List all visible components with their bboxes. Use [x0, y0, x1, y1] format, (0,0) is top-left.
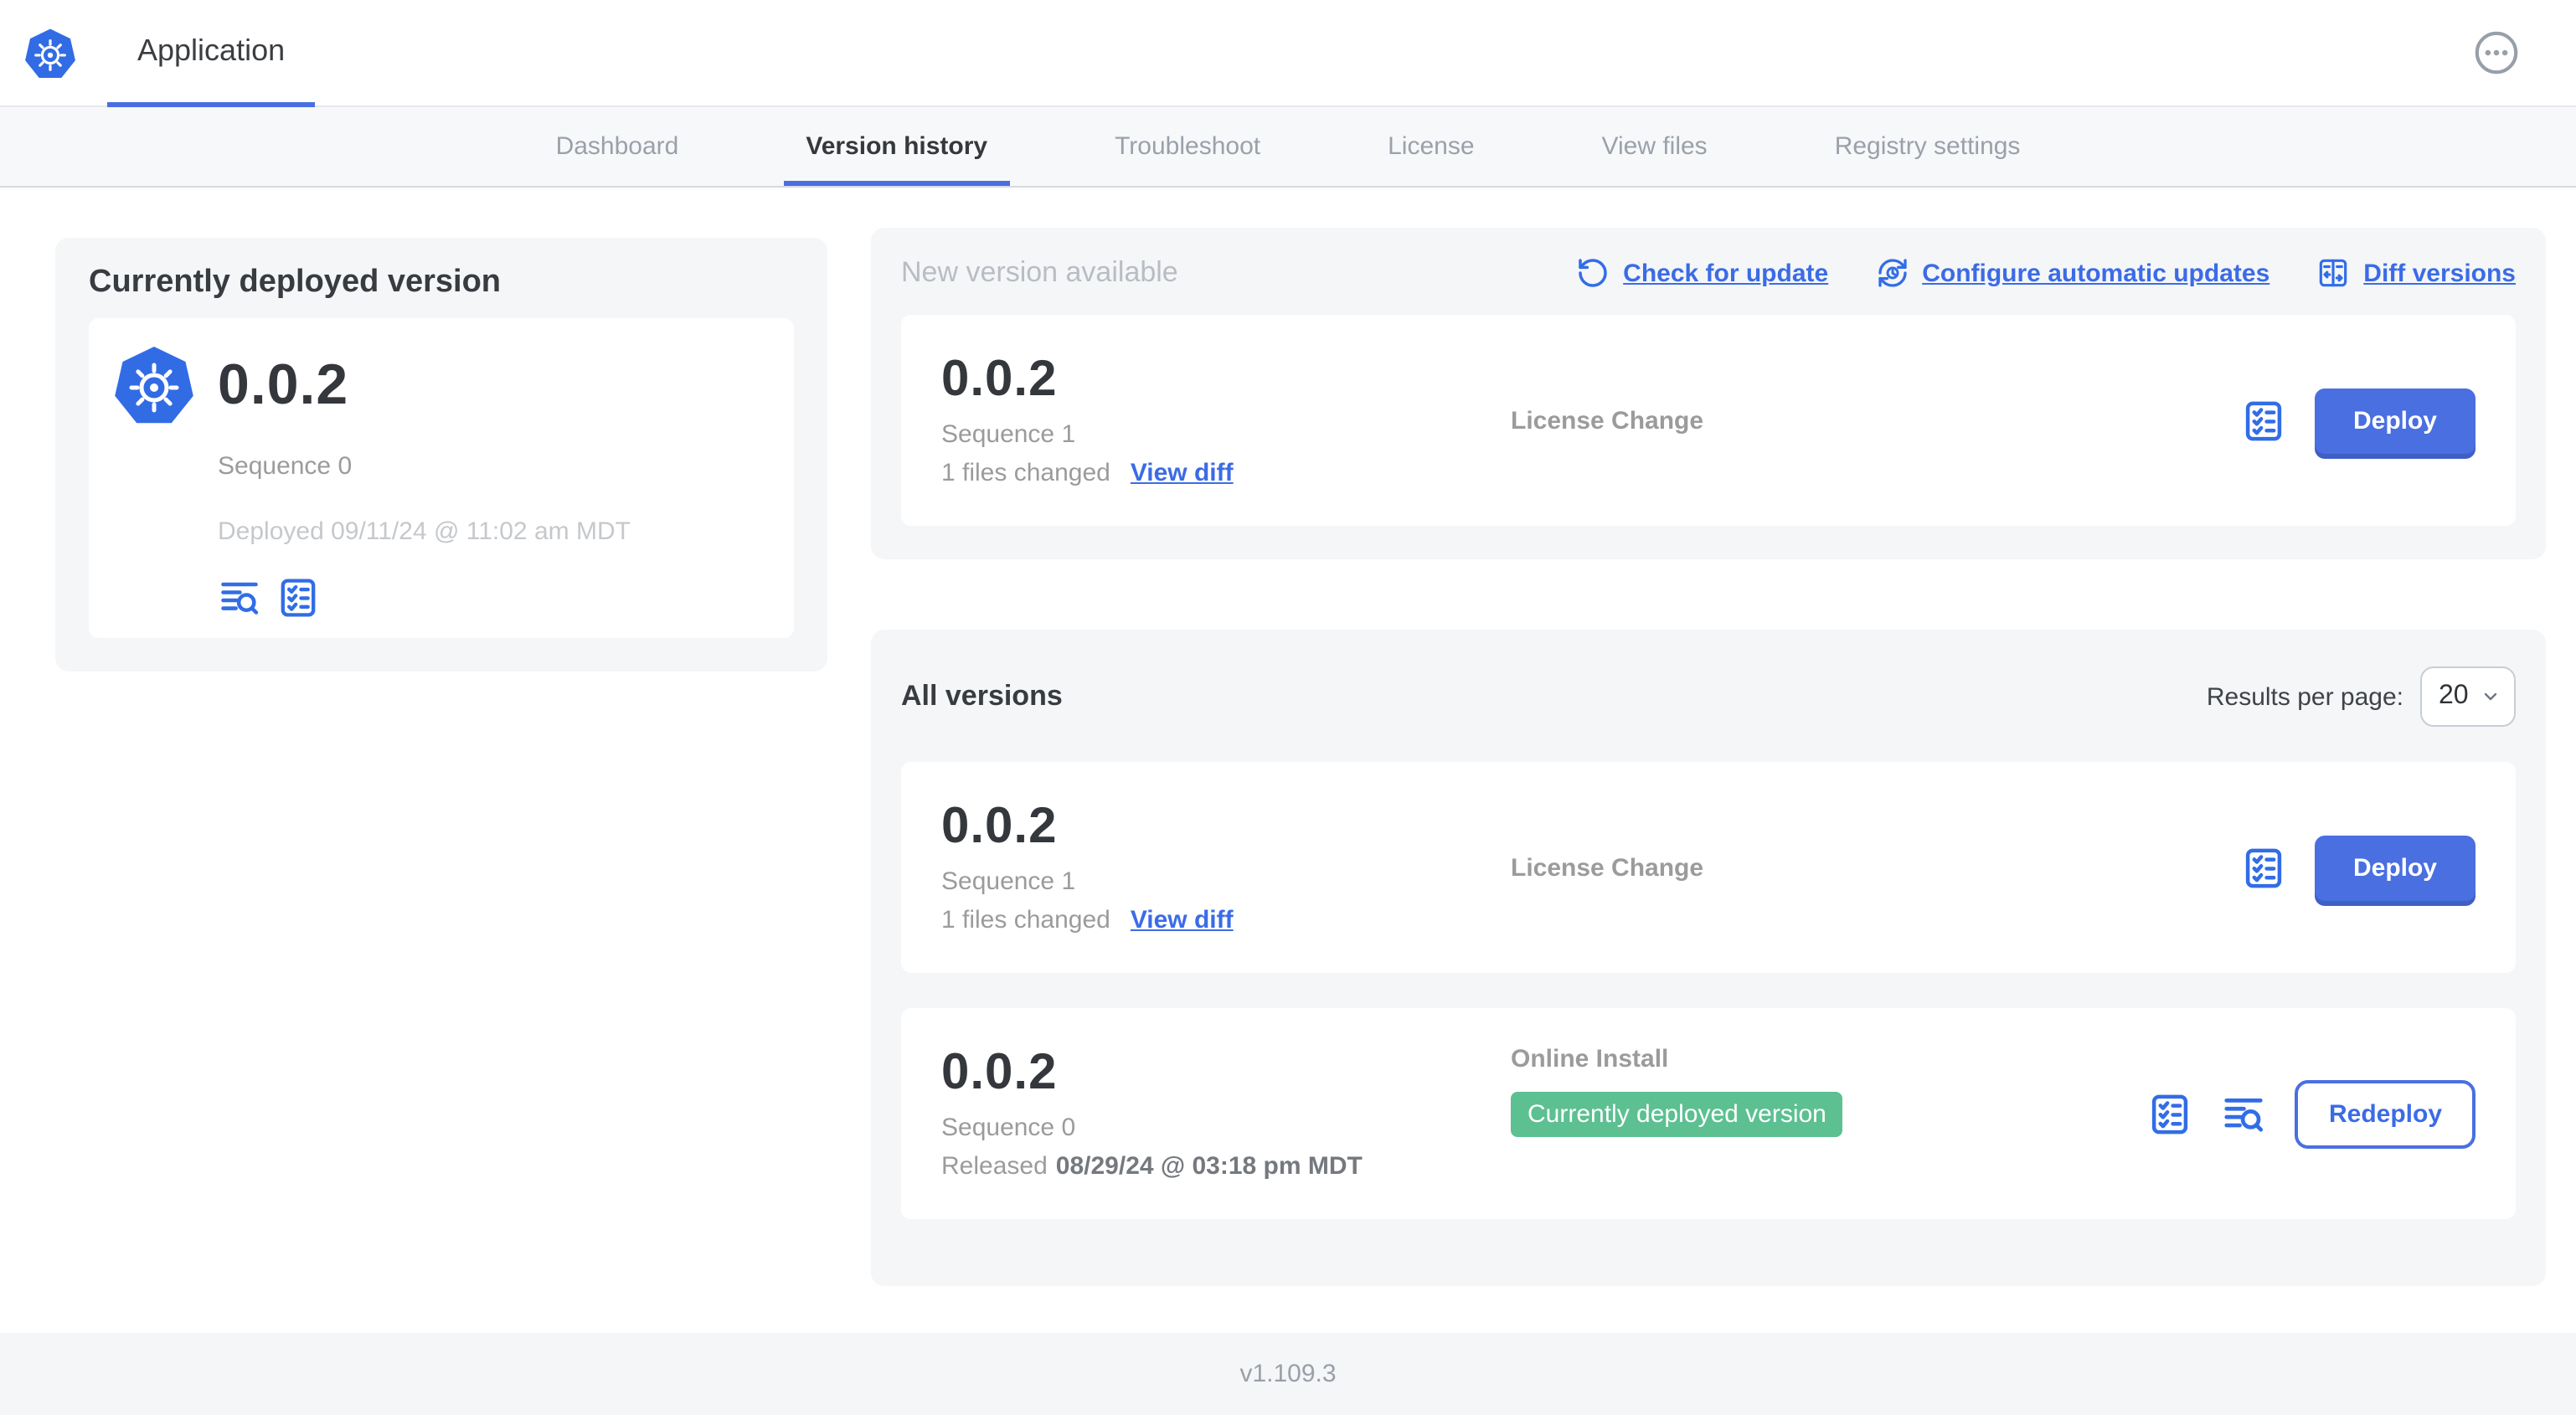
- app-tab-label: Application: [137, 33, 286, 67]
- all-versions-title: All versions: [901, 680, 1063, 712]
- configure-automatic-updates-link[interactable]: Configure automatic updates: [1875, 256, 2269, 290]
- diff-versions-link[interactable]: Diff versions: [2316, 256, 2516, 290]
- deploy-button[interactable]: Deploy: [2314, 388, 2476, 453]
- preflight-checks-button[interactable]: [2241, 398, 2286, 443]
- released-label: Released: [941, 1152, 1048, 1181]
- version-sequence: Sequence 1: [941, 420, 1076, 449]
- released-date: 08/29/24 @ 03:18 pm MDT: [1055, 1152, 1363, 1181]
- preflight-checklist-icon: [2241, 845, 2286, 890]
- all-versions-panel: All versions Results per page: 20 0.0.2 …: [871, 630, 2546, 1286]
- tab-view-files[interactable]: View files: [1601, 132, 1708, 161]
- tab-license[interactable]: License: [1388, 132, 1475, 161]
- logs-icon: [218, 576, 261, 620]
- version-number: 0.0.2: [941, 352, 1058, 407]
- schedule-update-icon: [1875, 256, 1909, 290]
- preflight-checks-button[interactable]: [276, 576, 320, 620]
- results-per-page-select[interactable]: 20: [2420, 666, 2516, 727]
- view-logs-button[interactable]: [218, 576, 261, 620]
- version-row: 0.0.2 Sequence 0 Released 08/29/24 @ 03:1…: [901, 1008, 2516, 1219]
- preflight-checks-button[interactable]: [2148, 1091, 2193, 1136]
- deployed-version-card: 0.0.2 Sequence 0 Deployed 09/11/24 @ 11:…: [89, 318, 794, 638]
- app-subnav: Dashboard Version history Troubleshoot L…: [0, 107, 2576, 188]
- version-number: 0.0.2: [941, 1045, 1058, 1100]
- app-header: Application: [0, 0, 2576, 107]
- app-tab-application[interactable]: Application: [107, 0, 316, 107]
- preflight-checks-button[interactable]: [2241, 845, 2286, 890]
- ellipsis-icon: [2472, 28, 2521, 77]
- version-sequence: Sequence 0: [941, 1114, 1076, 1142]
- diff-icon: [2316, 256, 2350, 290]
- app-footer: v1.109.3: [0, 1333, 2576, 1415]
- preflight-checklist-icon: [2148, 1091, 2193, 1136]
- tab-version-history[interactable]: Version history: [742, 107, 1051, 186]
- tab-registry-settings[interactable]: Registry settings: [1834, 132, 2021, 161]
- version-number: 0.0.2: [941, 799, 1058, 854]
- version-row: 0.0.2 Sequence 1 1 files changed View di…: [901, 762, 2516, 973]
- view-diff-link[interactable]: View diff: [1130, 906, 1234, 934]
- files-changed-label: 1 files changed: [941, 906, 1110, 934]
- version-source-label: License Change: [1511, 406, 1704, 435]
- deployed-version-number: 0.0.2: [218, 352, 349, 416]
- overflow-menu-button[interactable]: [2472, 28, 2521, 77]
- new-version-title: New version available: [901, 256, 1178, 288]
- view-logs-button[interactable]: [2222, 1091, 2267, 1136]
- currently-deployed-badge: Currently deployed version: [1511, 1092, 1843, 1137]
- currently-deployed-title: Currently deployed version: [89, 265, 502, 300]
- deploy-button[interactable]: Deploy: [2314, 835, 2476, 900]
- tab-dashboard[interactable]: Dashboard: [555, 132, 679, 161]
- view-diff-link[interactable]: View diff: [1130, 459, 1234, 487]
- preflight-checklist-icon: [2241, 398, 2286, 443]
- version-sequence: Sequence 1: [941, 867, 1076, 896]
- deployed-sequence: Sequence 0: [218, 452, 353, 481]
- files-changed-label: 1 files changed: [941, 459, 1110, 487]
- currently-deployed-panel: Currently deployed version 0.0.2 Sequenc…: [55, 238, 827, 671]
- check-for-update-link[interactable]: Check for update: [1576, 256, 1828, 290]
- kubernetes-logo: [112, 343, 196, 427]
- chevron-down-icon: [2481, 687, 2501, 707]
- version-source-label: Online Install: [1511, 1045, 1669, 1073]
- kubernetes-logo: [23, 27, 77, 80]
- preflight-checklist-icon: [276, 576, 320, 620]
- tab-troubleshoot[interactable]: Troubleshoot: [1115, 132, 1261, 161]
- version-released-line: Released 08/29/24 @ 03:18 pm MDT: [941, 1152, 1511, 1182]
- new-version-row: 0.0.2 Sequence 1 1 files changed View di…: [901, 315, 2516, 526]
- logs-icon: [2222, 1091, 2267, 1136]
- results-per-page-value: 20: [2439, 682, 2469, 710]
- new-version-panel: New version available Check for update C…: [871, 228, 2546, 559]
- results-per-page-label: Results per page:: [2206, 682, 2403, 711]
- deployed-timestamp: Deployed 09/11/24 @ 11:02 am MDT: [218, 517, 631, 546]
- version-source-label: License Change: [1511, 853, 1704, 882]
- redeploy-button[interactable]: Redeploy: [2295, 1079, 2476, 1148]
- refresh-icon: [1576, 256, 1610, 290]
- console-version: v1.109.3: [1239, 1360, 1337, 1388]
